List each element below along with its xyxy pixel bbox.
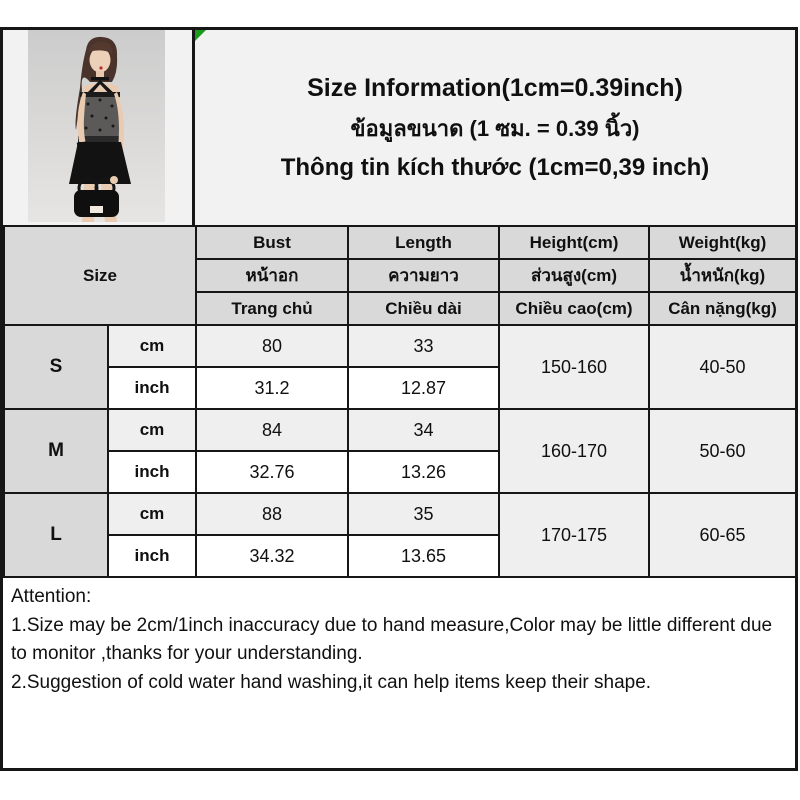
s-length-inch: 12.87 <box>347 366 500 410</box>
col-height-en: Height(cm) <box>498 225 650 260</box>
unit-inch-m: inch <box>107 450 197 494</box>
unit-inch-l: inch <box>107 534 197 578</box>
attention-section: Attention: 1.Size may be 2cm/1inch inacc… <box>3 578 795 768</box>
title-vietnamese: Thông tin kích thước (1cm=0,39 inch) <box>280 153 710 181</box>
attention-note-1: 1.Size may be 2cm/1inch inaccuracy due t… <box>11 614 773 665</box>
size-header-cell: Size <box>3 225 197 326</box>
product-photo <box>28 30 165 222</box>
col-weight-vi: Cân nặng(kg) <box>648 291 797 326</box>
s-bust-cm: 80 <box>195 324 349 368</box>
m-bust-inch: 32.76 <box>195 450 349 494</box>
col-height-th: ส่วนสูง(cm) <box>498 258 650 293</box>
unit-inch-s: inch <box>107 366 197 410</box>
col-length-th: ความยาว <box>347 258 500 293</box>
s-length-cm: 33 <box>347 324 500 368</box>
unit-cm-m: cm <box>107 408 197 452</box>
col-weight-en: Weight(kg) <box>648 225 797 260</box>
col-bust-en: Bust <box>195 225 349 260</box>
attention-heading: Attention: <box>11 586 92 607</box>
row-l-inch: inch 34.32 13.65 <box>4 534 796 578</box>
attention-note-2: 2.Suggestion of cold water hand washing,… <box>11 671 652 693</box>
row-s-inch: inch 31.2 12.87 <box>4 366 796 410</box>
m-bust-cm: 84 <box>195 408 349 452</box>
title-cell: Size Information(1cm=0.39inch) ข้อมูลขนา… <box>195 30 795 225</box>
green-corner-marker-icon <box>195 30 206 41</box>
col-height-vi: Chiều cao(cm) <box>498 291 650 326</box>
s-weight-range: 40-50 <box>648 324 797 410</box>
size-l-cell: L <box>3 492 109 578</box>
l-bust-inch: 34.32 <box>195 534 349 578</box>
col-bust-vi: Trang chủ <box>195 291 349 326</box>
header-row-thai: หน้าอก ความยาว ส่วนสูง(cm) น้ำหนัก(kg) <box>4 258 797 293</box>
s-height-range: 150-160 <box>498 324 650 410</box>
size-chart-sheet: Size Information(1cm=0.39inch) ข้อมูลขนา… <box>0 27 798 771</box>
row-l-cm: L cm 88 35 170-175 60-65 <box>3 492 797 578</box>
row-s-cm: S cm 80 33 150-160 40-50 <box>3 324 797 410</box>
col-length-vi: Chiều dài <box>347 291 500 326</box>
m-weight-range: 50-60 <box>648 408 797 494</box>
m-length-cm: 34 <box>347 408 500 452</box>
m-length-inch: 13.26 <box>347 450 500 494</box>
col-length-en: Length <box>347 225 500 260</box>
l-length-inch: 13.65 <box>347 534 500 578</box>
row-m-cm: M cm 84 34 160-170 50-60 <box>3 408 797 494</box>
size-table: Size Bust Length Height(cm) Weight(kg) ห… <box>3 225 797 578</box>
title-thai: ข้อมูลขนาด (1 ซม. = 0.39 นิ้ว) <box>350 115 640 141</box>
l-bust-cm: 88 <box>195 492 349 536</box>
unit-cm-l: cm <box>107 492 197 536</box>
size-s-cell: S <box>3 324 109 410</box>
top-band: Size Information(1cm=0.39inch) ข้อมูลขนา… <box>3 30 795 225</box>
header-row-english: Size Bust Length Height(cm) Weight(kg) <box>3 225 797 326</box>
l-weight-range: 60-65 <box>648 492 797 578</box>
title-english: Size Information(1cm=0.39inch) <box>307 73 683 102</box>
header-row-vietnamese: Trang chủ Chiều dài Chiều cao(cm) Cân nặ… <box>4 291 797 326</box>
col-weight-th: น้ำหนัก(kg) <box>648 258 797 293</box>
l-length-cm: 35 <box>347 492 500 536</box>
row-m-inch: inch 32.76 13.26 <box>4 450 796 494</box>
product-photo-cell <box>3 30 195 225</box>
l-height-range: 170-175 <box>498 492 650 578</box>
col-bust-th: หน้าอก <box>195 258 349 293</box>
size-m-cell: M <box>3 408 109 494</box>
m-height-range: 160-170 <box>498 408 650 494</box>
unit-cm-s: cm <box>107 324 197 368</box>
s-bust-inch: 31.2 <box>195 366 349 410</box>
